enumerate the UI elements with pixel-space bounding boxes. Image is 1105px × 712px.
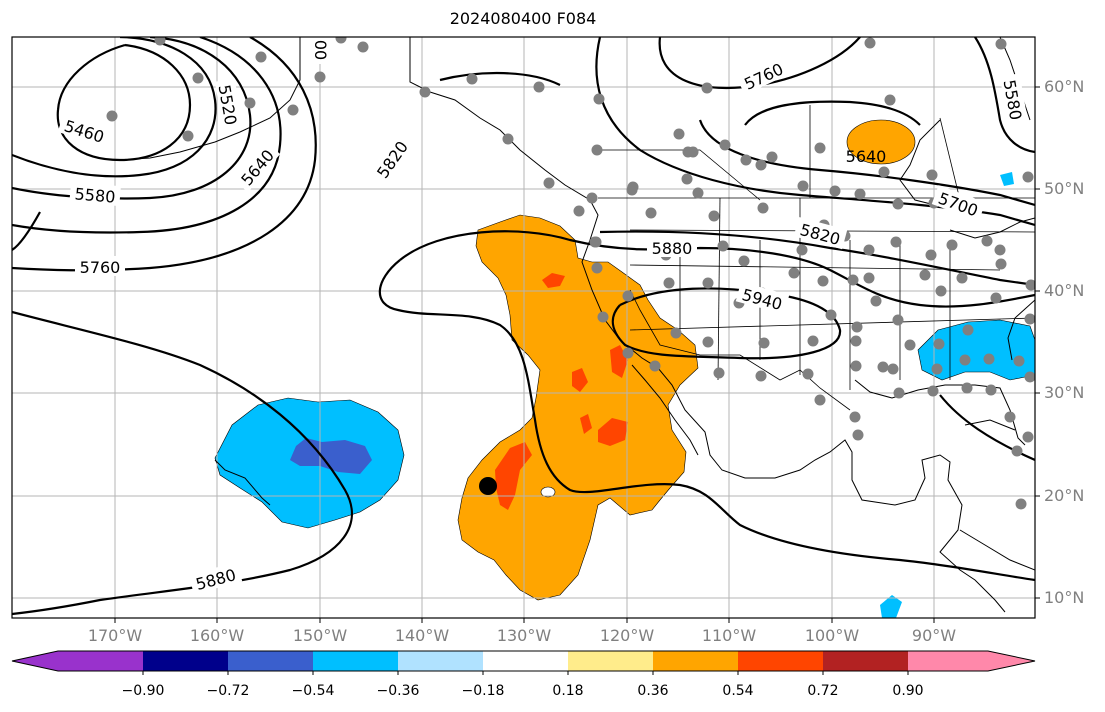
lat-label-10n: 10°N: [1044, 588, 1085, 607]
colorbar-segment-4: [313, 651, 398, 671]
lat-label-30n: 30°N: [1044, 383, 1085, 402]
colorbar-segment-5: [398, 651, 483, 671]
graticule: [12, 37, 1035, 618]
location-marker: [479, 477, 497, 495]
lon-label-90w: 90°W: [911, 626, 957, 645]
white-hole: [540, 486, 556, 498]
colorbar-tick-label: 0.36: [637, 683, 669, 699]
lon-ticks: [114, 618, 935, 623]
lat-label-20n: 20°N: [1044, 486, 1085, 505]
strong-anomaly-2: [598, 418, 628, 446]
colorbar-over-arrow: [988, 651, 1035, 671]
lon-label-100w: 100°W: [804, 626, 860, 645]
colorbar-segment-7: [568, 651, 653, 671]
lat-label-50n: 50°N: [1044, 179, 1085, 198]
positive-anomaly-west-coast: [457, 214, 699, 601]
colorbar-tick-label: 0.90: [892, 683, 924, 699]
colorbar-segment-11: [908, 651, 988, 671]
lon-label-150w: 150°W: [292, 626, 348, 645]
negative-anomaly-caribbean: [880, 595, 902, 618]
contour-label-5880-east: 5880: [652, 239, 693, 258]
lon-label-130w: 130°W: [496, 626, 552, 645]
colorbar-segment-2: [143, 651, 228, 671]
colorbar-segment-6: [483, 651, 568, 671]
contour-label-5760-west: 5760: [80, 258, 121, 277]
colorbar-tick-label: −0.72: [206, 683, 250, 699]
lat-label-40n: 40°N: [1044, 281, 1085, 300]
strong-anomaly-1: [495, 442, 532, 510]
contour-label-00: 00: [311, 40, 330, 60]
colorbar-segment-10: [823, 651, 908, 671]
strong-anomaly-5: [542, 273, 565, 288]
colorbar-segment-8: [653, 651, 738, 671]
lon-label-170w: 170°W: [87, 626, 143, 645]
lon-label-120w: 120°W: [599, 626, 655, 645]
strong-anomaly-4: [572, 368, 588, 392]
lon-label-110w: 110°W: [701, 626, 757, 645]
figure-title: 2024080400 F084: [449, 9, 597, 28]
contour-label-5580-west: 5580: [74, 184, 116, 206]
colorbar-tick-label: 0.18: [552, 683, 584, 699]
negative-anomaly-gulf: [917, 319, 1035, 381]
colorbar-segment-3: [228, 651, 313, 671]
contour-label-5640-east: 5640: [846, 147, 887, 166]
colorbar-tick-label: 0.54: [722, 683, 754, 699]
lon-label-140w: 140°W: [394, 626, 450, 645]
colorbar-tick-label: −0.90: [121, 683, 165, 699]
negative-anomaly-small: [1000, 172, 1014, 186]
positive-anomaly-canada: [846, 119, 916, 165]
colorbar-tick-label: −0.36: [376, 683, 420, 699]
colorbar-segment-9: [738, 651, 823, 671]
colorbar-tick-label: 0.72: [807, 683, 839, 699]
lon-label-160w: 160°W: [189, 626, 245, 645]
height-contours: [12, 37, 1035, 616]
strong-anomaly-6: [580, 414, 592, 434]
strong-negative-hawaii: [290, 438, 372, 474]
colorbar-segment-1: [58, 651, 143, 671]
colorbar-under-arrow: [12, 651, 58, 671]
colorbar-tick-label: −0.54: [291, 683, 335, 699]
colorbar-tick-label: −0.18: [461, 683, 505, 699]
lat-label-60n: 60°N: [1044, 77, 1085, 96]
lat-ticks: [1035, 86, 1040, 599]
colorbar: [11, 650, 1036, 675]
coastlines: [119, 37, 1035, 613]
